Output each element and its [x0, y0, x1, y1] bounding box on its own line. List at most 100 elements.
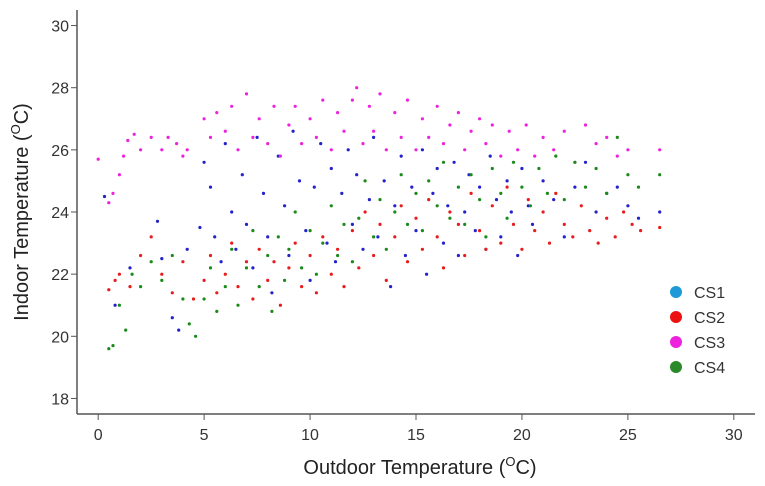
data-point: [547, 241, 552, 245]
data-point: [266, 142, 270, 146]
data-point: [484, 142, 488, 146]
data-point: [244, 266, 249, 270]
data-point: [427, 135, 431, 139]
data-point: [446, 204, 450, 208]
data-point: [405, 98, 410, 102]
data-point: [478, 185, 482, 189]
data-point: [469, 191, 473, 195]
data-point: [107, 201, 111, 205]
data-point: [223, 142, 227, 146]
data-point: [456, 185, 460, 189]
data-point: [552, 148, 556, 152]
data-point: [357, 216, 361, 220]
data-point: [194, 334, 198, 338]
data-point: [399, 204, 403, 208]
data-point: [537, 166, 541, 171]
data-point: [122, 154, 126, 158]
data-point: [427, 179, 431, 183]
data-point: [427, 198, 431, 202]
data-point: [130, 272, 134, 276]
x-tick-label: 20: [513, 427, 531, 444]
data-point: [215, 309, 219, 313]
data-point: [545, 191, 550, 195]
data-point: [441, 241, 446, 245]
legend-label-cs2: CS2: [694, 310, 725, 327]
data-point: [325, 241, 329, 245]
data-point: [107, 288, 111, 292]
data-point: [541, 135, 545, 139]
data-point: [448, 123, 452, 127]
data-point: [276, 235, 280, 239]
data-point: [319, 142, 323, 146]
data-point: [658, 148, 662, 152]
data-point: [530, 222, 535, 226]
data-point: [257, 247, 261, 251]
data-point: [372, 235, 376, 239]
data-point: [342, 129, 346, 133]
data-point: [139, 148, 143, 152]
data-point: [626, 204, 630, 208]
data-point: [321, 241, 325, 245]
data-point: [160, 148, 164, 152]
data-points: [96, 86, 662, 351]
data-point: [230, 210, 234, 214]
data-point: [378, 222, 382, 226]
data-point: [181, 260, 185, 264]
data-point: [636, 185, 641, 189]
data-point: [533, 229, 537, 233]
data-point: [594, 142, 598, 146]
data-point: [505, 185, 509, 189]
data-point: [126, 138, 130, 143]
data-point: [170, 316, 174, 320]
data-point: [509, 210, 513, 214]
legend-label-cs3: CS3: [694, 335, 725, 352]
data-point: [372, 129, 376, 133]
data-point: [266, 253, 270, 258]
data-point: [293, 241, 297, 245]
data-point: [208, 266, 213, 270]
data-point: [300, 142, 304, 146]
data-point: [202, 278, 206, 282]
data-point: [342, 222, 346, 226]
series-cs2: [107, 185, 662, 307]
data-point: [355, 86, 359, 90]
data-point: [524, 123, 528, 127]
data-point: [257, 285, 261, 289]
x-axis-title: Outdoor Temperature (OC): [303, 454, 536, 479]
data-point: [223, 129, 227, 133]
data-point: [505, 216, 509, 220]
data-point: [583, 185, 588, 189]
data-point: [128, 266, 132, 270]
data-point: [507, 129, 511, 133]
data-point: [615, 185, 619, 189]
data-point: [202, 117, 206, 121]
data-point: [435, 166, 439, 171]
data-point: [329, 272, 333, 276]
data-point: [202, 297, 206, 301]
data-point: [244, 222, 249, 226]
data-point: [278, 154, 282, 158]
data-point: [149, 260, 153, 264]
y-ticks: 18 20 22 24 26 28 30: [51, 19, 77, 408]
data-point: [170, 291, 174, 295]
data-point: [528, 204, 533, 208]
data-point: [583, 160, 588, 164]
data-point: [308, 229, 312, 233]
data-point: [272, 260, 276, 264]
data-point: [463, 253, 467, 258]
data-point: [321, 235, 325, 239]
data-point: [132, 132, 136, 136]
data-point: [342, 285, 346, 289]
data-point: [287, 253, 291, 258]
legend-marker-cs2: [670, 311, 682, 323]
data-point: [414, 229, 418, 233]
data-point: [478, 117, 482, 121]
data-point: [117, 272, 121, 276]
y-tick-label: 26: [51, 143, 69, 160]
data-point: [384, 278, 388, 282]
data-point: [441, 266, 446, 270]
data-point: [287, 266, 291, 270]
data-point: [215, 111, 219, 115]
data-point: [594, 166, 598, 171]
data-point: [361, 142, 365, 146]
